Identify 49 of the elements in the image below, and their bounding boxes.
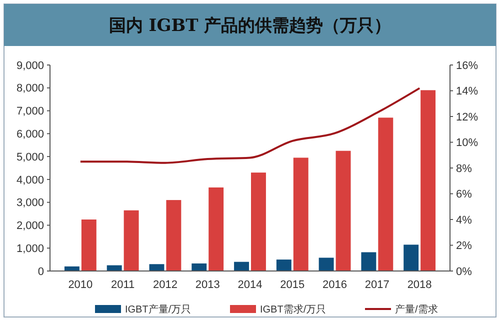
chart-title: 国内 IGBT 产品的供需趋势（万只）	[108, 16, 392, 36]
y-tick-label: 0	[38, 266, 44, 278]
y-tick-label: 7,000	[16, 106, 44, 118]
y-tick-label: 6,000	[16, 128, 44, 141]
legend-label: 产量/需求	[395, 304, 438, 316]
y2-tick-label: 16%	[456, 60, 478, 72]
legend-label: IGBT产量/万只	[125, 304, 192, 316]
y2-tick-label: 4%	[456, 214, 472, 226]
x-tick-label: 2014	[238, 279, 262, 291]
bar	[234, 262, 249, 271]
x-tick-label: 2012	[152, 279, 178, 291]
line-series	[79, 87, 421, 164]
x-tick-label: 2018	[407, 279, 432, 291]
bar	[251, 172, 266, 271]
y-tick-label: 8,000	[16, 82, 44, 95]
bar	[81, 220, 96, 271]
x-tick-label: 2017	[364, 279, 390, 291]
bar	[276, 260, 292, 271]
y2-tick-label: 8%	[456, 162, 472, 175]
bar	[208, 187, 224, 271]
y-tick-label: 1,000	[16, 242, 44, 255]
bar	[336, 150, 351, 271]
y2-tick-label: 6%	[456, 188, 472, 201]
x-tick-label: 2013	[195, 279, 220, 291]
bar	[166, 200, 182, 271]
legend-label: IGBT需求/万只	[260, 304, 326, 316]
y2-tick-label: 0%	[456, 266, 472, 278]
x-tick-label: 2010	[68, 279, 93, 291]
y-tick-label: 2,000	[16, 220, 44, 232]
bar	[378, 118, 394, 271]
bar	[293, 158, 308, 271]
y2-tick-label: 2%	[456, 240, 472, 252]
y-tick-label: 4,000	[16, 174, 44, 186]
y-tick-label: 3,000	[16, 197, 44, 210]
y2-tick-label: 10%	[456, 137, 478, 150]
y2-tick-label: 12%	[456, 111, 478, 124]
bar	[149, 264, 164, 271]
bar	[420, 90, 436, 271]
bar	[124, 210, 139, 271]
bar	[318, 258, 334, 271]
bar	[361, 252, 376, 271]
x-tick-label: 2016	[322, 279, 348, 291]
y-tick-label: 9,000	[16, 60, 44, 72]
x-tick-label: 2015	[280, 279, 305, 291]
bar	[404, 244, 419, 271]
y2-tick-label: 14%	[456, 86, 478, 98]
bar	[192, 263, 207, 271]
y-tick-label: 5,000	[16, 151, 44, 164]
x-tick-label: 2011	[111, 279, 135, 291]
